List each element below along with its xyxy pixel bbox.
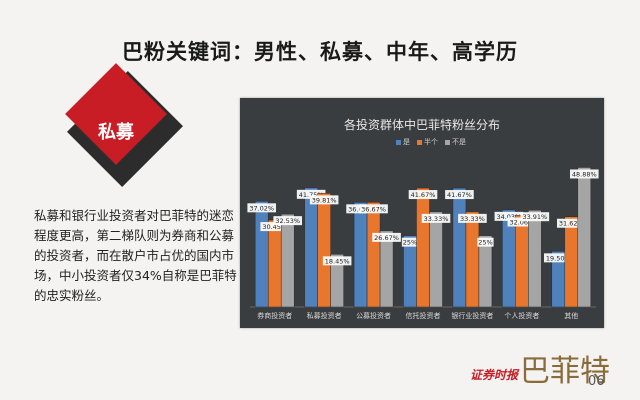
data-label-bg xyxy=(359,204,388,214)
x-tick-label: 券商投资者 xyxy=(257,311,292,320)
data-label: 34.03% xyxy=(496,213,521,221)
bar-0-0 xyxy=(254,201,269,308)
legend-item: 不是 xyxy=(445,137,466,147)
data-label: 31.62% xyxy=(559,220,584,228)
x-tick-label: 个人投资者 xyxy=(504,311,539,320)
chart-title: 各投资群体中巴菲特粉丝分布 xyxy=(343,118,500,132)
data-label-bg xyxy=(458,213,487,223)
bar-1-4 xyxy=(465,211,480,308)
data-label: 33.33% xyxy=(424,215,449,223)
x-tick-label: 私募投资者 xyxy=(307,311,342,320)
tag-label: 私募 xyxy=(98,122,134,143)
bar-2-2 xyxy=(379,230,394,308)
bar-2-6 xyxy=(577,167,592,308)
data-label-bg xyxy=(408,190,438,200)
bar-0-2 xyxy=(353,202,368,308)
logo-securities-times: 证券时报 xyxy=(470,368,519,382)
data-label: 30.45% xyxy=(262,223,287,231)
data-label-bg xyxy=(322,256,352,266)
data-label-bg xyxy=(543,253,573,263)
data-label: 36.67% xyxy=(361,205,386,213)
x-tick-label: 信托投资者 xyxy=(406,311,441,320)
body-paragraph: 私募和银行业投资者对巴菲特的迷恋程度更高，第二梯队则为券商和公募的投资者，而在散… xyxy=(34,208,237,303)
legend-item: 是 xyxy=(396,137,410,147)
bar-1-5 xyxy=(515,215,529,308)
bar-1-1 xyxy=(317,193,331,308)
x-tick-label: 其他 xyxy=(564,311,578,320)
legend-item: 半个 xyxy=(417,137,438,147)
data-label: 25% xyxy=(403,239,417,247)
data-label-bg xyxy=(296,189,326,199)
data-label: 39.81% xyxy=(312,196,337,204)
data-label: 48.88% xyxy=(572,170,597,178)
legend-label: 是 xyxy=(403,138,410,146)
legend-swatch-series-2 xyxy=(445,139,450,145)
bar-0-1 xyxy=(304,187,318,308)
bar-2-3 xyxy=(429,211,443,308)
bar-2-5 xyxy=(528,209,542,308)
data-label: 18.45% xyxy=(325,257,350,265)
data-label: 32.53% xyxy=(275,217,300,225)
data-label: 41.75% xyxy=(299,191,324,199)
data-label-bg xyxy=(569,169,599,179)
data-label: 33.33% xyxy=(460,215,485,223)
logo-buffett: 巴菲特 xyxy=(520,354,610,389)
data-label-bg xyxy=(260,222,290,232)
data-label-bg xyxy=(273,216,303,226)
data-label-bg xyxy=(372,232,401,242)
legend-label: 半个 xyxy=(424,138,438,146)
data-label: 32.06% xyxy=(509,218,534,226)
bar-0-4 xyxy=(452,187,467,308)
data-label: 26.67% xyxy=(374,234,399,242)
x-tick-label: 公募投资者 xyxy=(356,311,391,320)
legend-swatch-series-0 xyxy=(396,139,401,145)
bar-2-1 xyxy=(330,254,344,308)
bar-1-0 xyxy=(267,219,282,308)
data-label-bg xyxy=(507,217,537,227)
data-label-bg xyxy=(247,203,277,213)
bar-1-3 xyxy=(416,187,430,308)
data-label-bg xyxy=(494,211,524,221)
data-label-bg xyxy=(445,190,474,200)
bar-1-2 xyxy=(366,202,381,308)
data-label-bg xyxy=(309,195,339,205)
data-label: 41.67% xyxy=(411,191,436,199)
bar-1-6 xyxy=(564,216,579,308)
x-tick-label: 银行业投资者 xyxy=(451,311,493,320)
data-label-bg xyxy=(556,218,586,228)
data-label: 19.50% xyxy=(546,254,571,262)
data-label-bg xyxy=(520,212,550,222)
data-label: 37.02% xyxy=(249,204,274,212)
data-label: 41.67% xyxy=(447,191,472,199)
data-label-bg xyxy=(401,237,419,247)
chart-legend: 是 半个 不是 xyxy=(396,137,466,147)
data-label: 33.91% xyxy=(522,213,547,221)
data-label-bg xyxy=(477,237,494,247)
page-number: 06 xyxy=(588,374,605,389)
legend-label: 不是 xyxy=(452,138,466,146)
data-label: 25% xyxy=(478,239,492,247)
legend-swatch-series-1 xyxy=(417,139,422,145)
bar-2-4 xyxy=(478,235,493,308)
slide-title: 巴粉关键词：男性、私募、中年、高学历 xyxy=(122,40,518,64)
data-label-bg xyxy=(421,213,451,223)
bar-2-0 xyxy=(280,213,295,308)
